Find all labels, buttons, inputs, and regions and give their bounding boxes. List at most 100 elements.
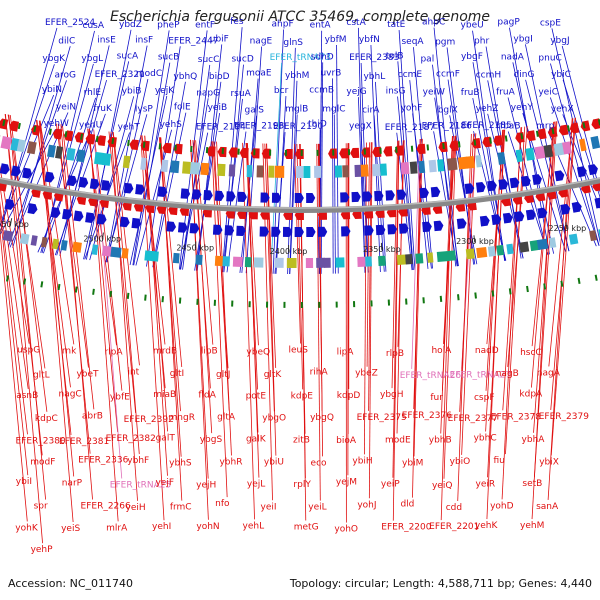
minor-tick [92,288,95,295]
label-connector [551,28,600,244]
cog-block-reverse [55,146,64,159]
gene-label-reverse: yeiS [61,524,80,534]
gene-label-reverse: ybiU [264,458,284,468]
label-connector [550,117,577,456]
gene-arrow-reverse [85,133,96,145]
gene-arrow-reverse [591,118,600,130]
gene-label-reverse: nadD [475,346,499,356]
label-connector [0,94,55,228]
minor-tick [582,122,586,129]
cog-block-forward [244,257,252,268]
gene-label-forward: ybiC [551,70,571,80]
gene-arrow-forward [62,208,72,220]
gene-label-forward: cusA [83,21,105,31]
cog-block-reverse [360,164,369,177]
label-connector [274,132,286,274]
cog-block-forward [195,254,203,265]
gene-label-forward: tolB [386,51,404,61]
minor-tick [57,283,61,291]
cog-block-reverse [303,165,311,178]
gene-label-reverse: cspF [474,393,495,403]
cog-block-reverse [418,160,426,174]
minor-tick [111,137,115,145]
gene-label-forward: nagE [250,37,273,47]
gene-arrow-reverse [493,135,503,146]
cog-block-forward [253,257,264,268]
gene-label-forward: fes [230,17,244,27]
gene-label-reverse: fiu [493,456,504,466]
gene-label-forward: napG [196,88,220,98]
cog-block-reverse [160,159,169,173]
gene-label-reverse: ybgS [200,435,223,445]
backbone-ring [0,177,600,213]
gene-label-forward: ubiF [210,34,229,44]
cog-block-reverse [534,145,546,160]
gene-label-reverse: ybiI [16,477,32,487]
cog-block-reverse [553,142,565,157]
gene-arrow-forward [514,211,525,222]
gene-arrow-forward [0,163,10,175]
gene-arrow-forward [375,224,386,236]
gene-label-forward: ahpC [422,18,445,28]
label-connector [222,98,243,273]
gene-label-forward: mrp [536,121,554,131]
gene-arrow-reverse [162,142,172,154]
cog-block-forward [40,236,48,248]
cog-block-reverse [122,155,131,169]
label-connector [289,114,298,274]
gene-label-forward: yehZ [476,104,499,114]
gene-label-reverse: ybhR [219,457,242,467]
label-connector [247,143,260,478]
gene-label-forward: EFER_2187 [385,123,435,133]
gene-label-forward: fruA [496,87,516,97]
gene-arrow-forward [571,201,582,213]
label-connector [190,139,209,520]
label-connector [112,131,140,455]
label-connector [152,81,186,268]
gene-label-reverse: kdpE [291,391,314,401]
cog-block-forward [316,257,325,268]
gene-label-reverse: ybgQ [310,413,334,423]
gene-label-reverse: uspG [17,346,40,356]
gene-label-reverse: kdpC [35,414,58,424]
gene-label-forward: yehS [160,120,183,130]
cog-block-reverse [182,161,192,174]
gene-label-reverse: yohK [15,523,39,533]
gene-label-reverse: bioA [336,436,357,446]
gene-label-reverse: gltJ [216,370,230,380]
gene-label-reverse: yejM [336,477,357,487]
scale-label: 2550 kbp [0,220,29,229]
cog-block-forward [72,241,82,253]
gene-label-forward: bcr [274,86,289,96]
cog-block-reverse [76,149,86,163]
minor-tick [442,142,445,150]
gene-label-reverse: asnB [16,391,38,401]
gene-label-forward: yegX [349,122,372,132]
gene-label-forward: cirA [362,105,380,115]
gene-label-reverse: EFER_2378 [491,412,541,422]
cog-block-reverse [428,159,437,173]
gene-label-reverse: yehM [520,521,544,531]
gene-label-reverse: ybeT [76,370,99,380]
label-connector [57,123,91,454]
gene-arrow-forward [498,179,509,190]
minor-tick [23,278,27,285]
cog-block-reverse [379,163,388,176]
gene-arrow-reverse [96,135,106,147]
scale-label: 2300 kbp [456,237,494,246]
cog-block-reverse [26,141,37,155]
gene-arrow-forward [422,221,432,233]
cog-block-forward [465,248,475,260]
gene-label-reverse: EFER_2200 [381,523,431,533]
scale-label: 2400 kbp [270,247,308,256]
label-connector [412,139,421,498]
feature-tracks [0,118,600,268]
gene-label-forward: fruK [93,104,113,114]
label-connector [368,142,373,499]
minor-tick [535,130,539,137]
gene-label-reverse: rlpB [386,349,404,359]
gene-arrow-forward [502,212,513,224]
gene-arrow-forward [166,221,177,232]
cog-block-forward [589,230,598,242]
gene-label-forward: entA [310,21,332,31]
